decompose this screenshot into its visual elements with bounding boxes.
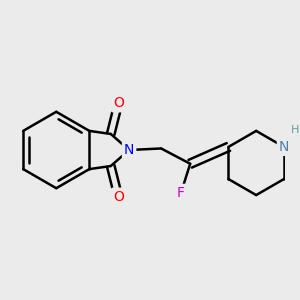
Text: O: O [113, 190, 124, 204]
Text: N: N [124, 143, 134, 157]
Text: N: N [279, 140, 289, 154]
Text: O: O [113, 96, 124, 110]
Text: H: H [290, 125, 299, 135]
Text: F: F [177, 186, 185, 200]
